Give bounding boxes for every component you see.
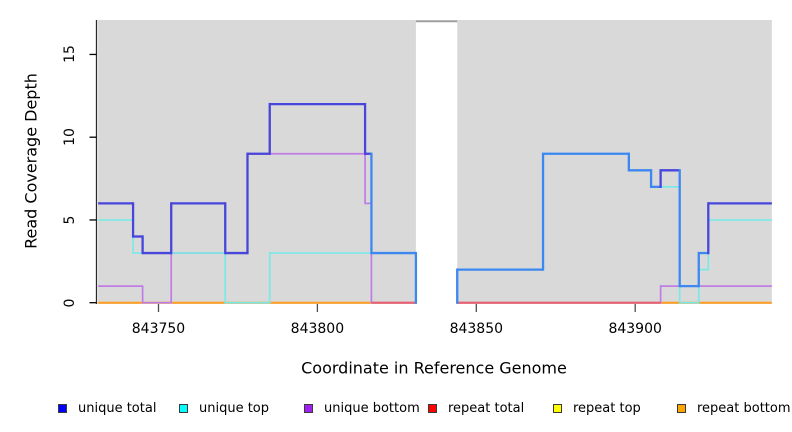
legend-swatch-unique-bottom [304,404,313,413]
legend-swatch-repeat-top [553,404,562,413]
legend-label: unique bottom [324,401,420,416]
legend-label: repeat total [448,401,525,416]
legend-swatch-repeat-total [428,404,437,413]
plot-panel [98,20,772,304]
series-unique-total [98,102,772,304]
legend-label: unique total [78,401,157,416]
legend-label: repeat bottom [697,401,791,416]
y-axis-title: Read Coverage Depth [21,73,41,249]
legend-item-unique-top: unique top [179,402,269,416]
legend-item-unique-bottom: unique bottom [304,402,420,416]
x-tick-label: 843750 [131,321,186,337]
legend-swatch-unique-total [58,404,67,413]
y-tick-label: 10 [62,128,78,147]
legend-swatch-repeat-bottom [677,404,686,413]
panel-background-left [98,20,416,304]
legend-item-repeat-top: repeat top [553,402,641,416]
y-tick-label: 0 [62,298,78,308]
x-tick-label: 843900 [608,321,662,337]
legend-item-unique-total: unique total [58,402,156,416]
y-tick-label: 15 [62,45,78,64]
panel-background-right [457,20,772,304]
legend-swatch-unique-top [179,404,188,413]
x-tick-label: 843850 [449,321,504,337]
axes [89,20,636,312]
legend-label: repeat top [573,401,641,416]
y-tick-label: 5 [62,215,78,225]
legend-item-repeat-bottom: repeat bottom [677,402,791,416]
series-lines [98,102,772,304]
legend-label: unique top [199,401,270,416]
legend-item-repeat-total: repeat total [428,402,524,416]
x-tick-label: 843800 [290,321,345,337]
x-axis-title: Coordinate in Reference Genome [301,358,567,378]
